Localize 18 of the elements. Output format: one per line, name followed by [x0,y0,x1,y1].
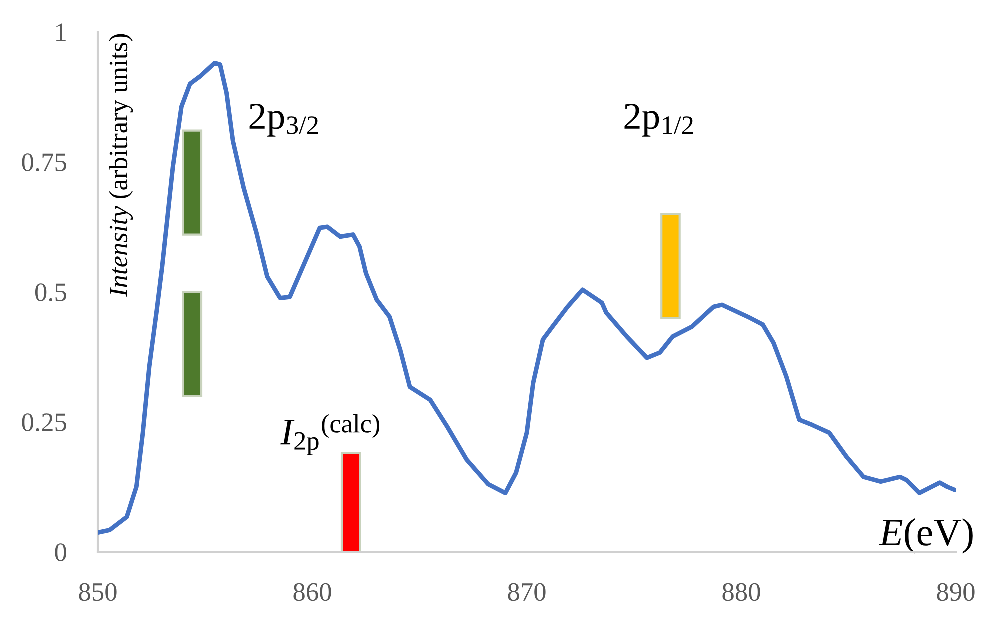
y-tick-label: 1 [56,24,66,42]
x-tick-label: 870 [508,583,546,602]
y-axis-title: Intensity (arbitrary units) [109,34,134,298]
x-tick-label: 850 [79,583,117,602]
y-tick-label: 0.5 [35,284,66,302]
annotation: 2p$_{1/2}$ [624,104,693,137]
y-tick-label: 0.25 [22,414,66,432]
annotation: 2p$_{3/2}$ [250,104,318,137]
x-tick-label: 890 [937,583,975,602]
x-axis-title: E(eV) [879,518,973,554]
annotation: I$_{2p}$$^{(calc)}$ [280,414,380,456]
x-tick-label: 860 [294,583,332,602]
bar [182,130,203,236]
y-tick-label: 0 [55,544,66,562]
bar [340,452,362,552]
bar [660,212,681,320]
x-tick-label: 880 [722,583,760,602]
y-tick-label: 0.75 [22,154,66,172]
